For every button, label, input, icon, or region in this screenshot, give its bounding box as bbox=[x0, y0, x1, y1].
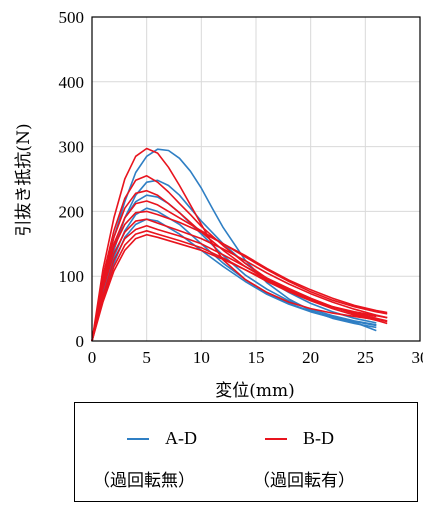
series-line-a-d-5 bbox=[91, 218, 377, 342]
x-tick-label: 0 bbox=[88, 348, 97, 367]
y-axis-label: 引抜き抵抗(N) bbox=[14, 123, 34, 236]
x-tick-label: 15 bbox=[248, 348, 265, 367]
x-axis-label: 変位(mm) bbox=[215, 381, 295, 400]
x-tick-labels: 0 5 10 15 20 25 30 bbox=[88, 348, 423, 367]
gridlines bbox=[92, 17, 420, 341]
series-line-b-d-14 bbox=[91, 233, 388, 342]
line-chart: 0 5 10 15 20 25 30 0 100 200 300 400 500 変位(mm) 引抜き… bbox=[14, 8, 423, 400]
legend-note-a-d: （過回転無） bbox=[93, 471, 195, 491]
series-line-b-d-13 bbox=[91, 230, 388, 342]
plot-area-frame bbox=[91, 16, 421, 342]
x-tick-label: 10 bbox=[193, 348, 210, 367]
legend-note-b-d: （過回転有） bbox=[253, 471, 355, 491]
x-tick-label: 30 bbox=[412, 348, 423, 367]
series-line-b-d-6 bbox=[91, 147, 377, 342]
series-line-b-d-10 bbox=[91, 210, 388, 342]
x-tick-label: 25 bbox=[357, 348, 374, 367]
y-tick-labels: 0 100 200 300 400 500 bbox=[59, 8, 85, 351]
y-tick-label: 200 bbox=[59, 202, 85, 221]
series-line-b-d-12 bbox=[91, 224, 388, 342]
legend-label-a-d: A-D bbox=[165, 428, 197, 448]
y-tick-label: 400 bbox=[59, 73, 85, 92]
legend-entry-b-d: B-D bbox=[265, 428, 334, 449]
y-tick-label: 500 bbox=[59, 8, 85, 27]
y-tick-label: 100 bbox=[59, 267, 85, 286]
series-line-b-d-9 bbox=[91, 200, 388, 342]
series-layer bbox=[91, 147, 388, 342]
legend-label-b-d: B-D bbox=[303, 428, 334, 448]
y-tick-label: 0 bbox=[76, 332, 85, 351]
legend-entry-a-d: A-D bbox=[127, 428, 197, 449]
legend-swatch-a-d bbox=[127, 437, 149, 440]
y-tick-label: 300 bbox=[59, 138, 85, 157]
x-tick-label: 20 bbox=[302, 348, 319, 367]
x-tick-label: 5 bbox=[142, 348, 151, 367]
series-line-b-d-11 bbox=[91, 218, 388, 342]
legend-swatch-b-d bbox=[265, 437, 287, 440]
legend: A-D B-D （過回転無） （過回転有） bbox=[74, 402, 418, 502]
